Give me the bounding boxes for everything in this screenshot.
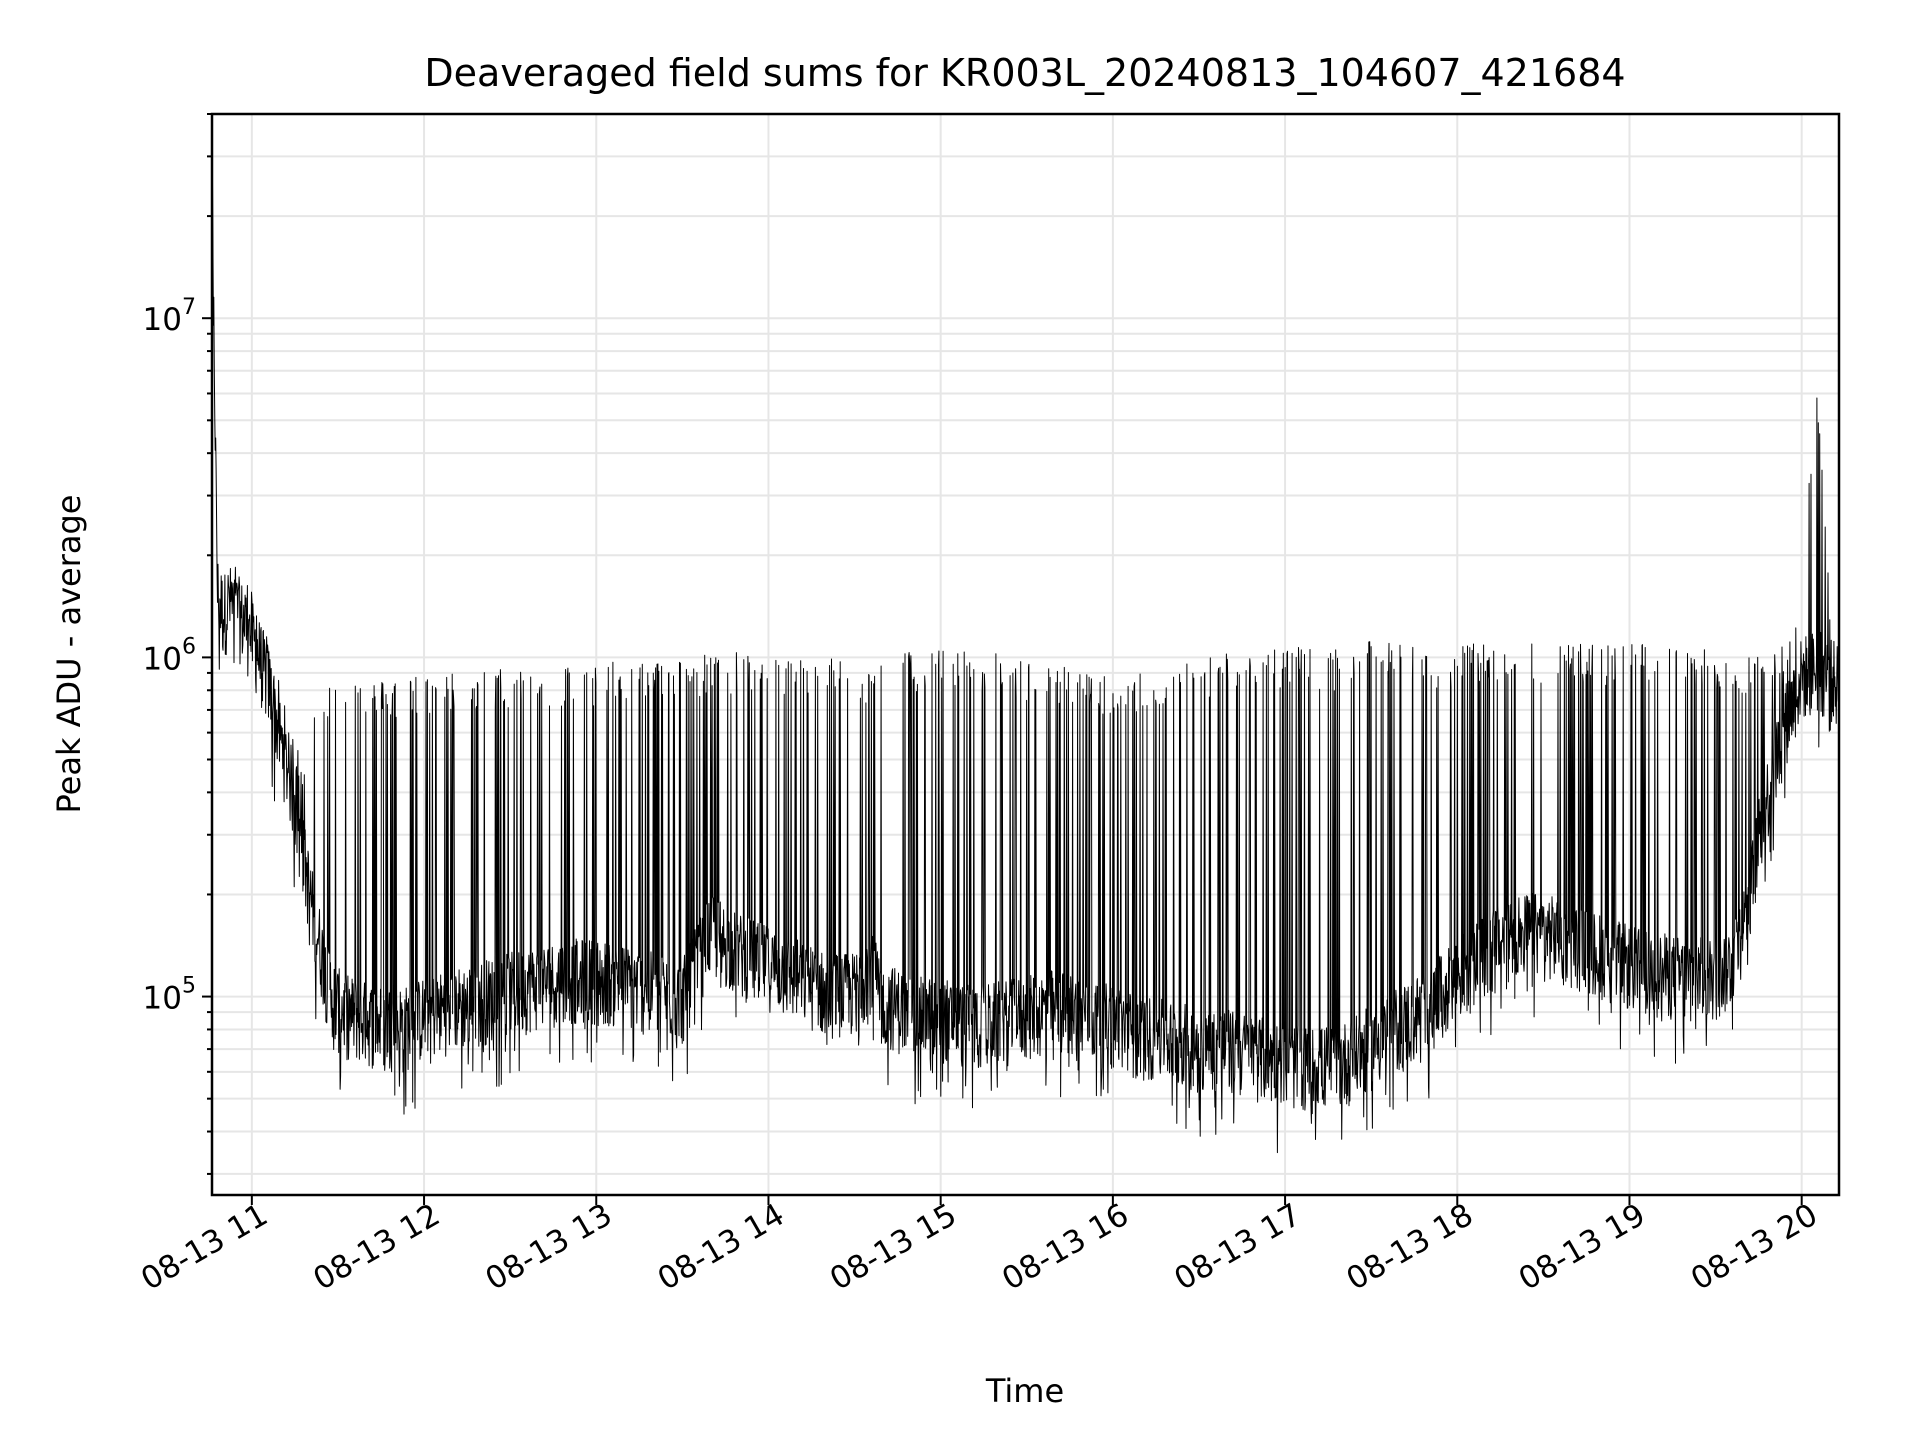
y-axis: 105 106 107 [143, 113, 212, 1175]
y-axis-label: Peak ADU - average [50, 495, 88, 814]
x-axis-label: Time [985, 1372, 1064, 1410]
series-line [211, 181, 1840, 1154]
y-tick-label: 105 [143, 974, 196, 1017]
y-tick-label: 106 [143, 634, 196, 677]
plot-frame [210, 112, 1841, 1197]
chart-title: Deaveraged field sums for KR003L_2024081… [424, 51, 1625, 95]
y-tick-label: 107 [143, 295, 196, 338]
data-series [211, 181, 1840, 1154]
